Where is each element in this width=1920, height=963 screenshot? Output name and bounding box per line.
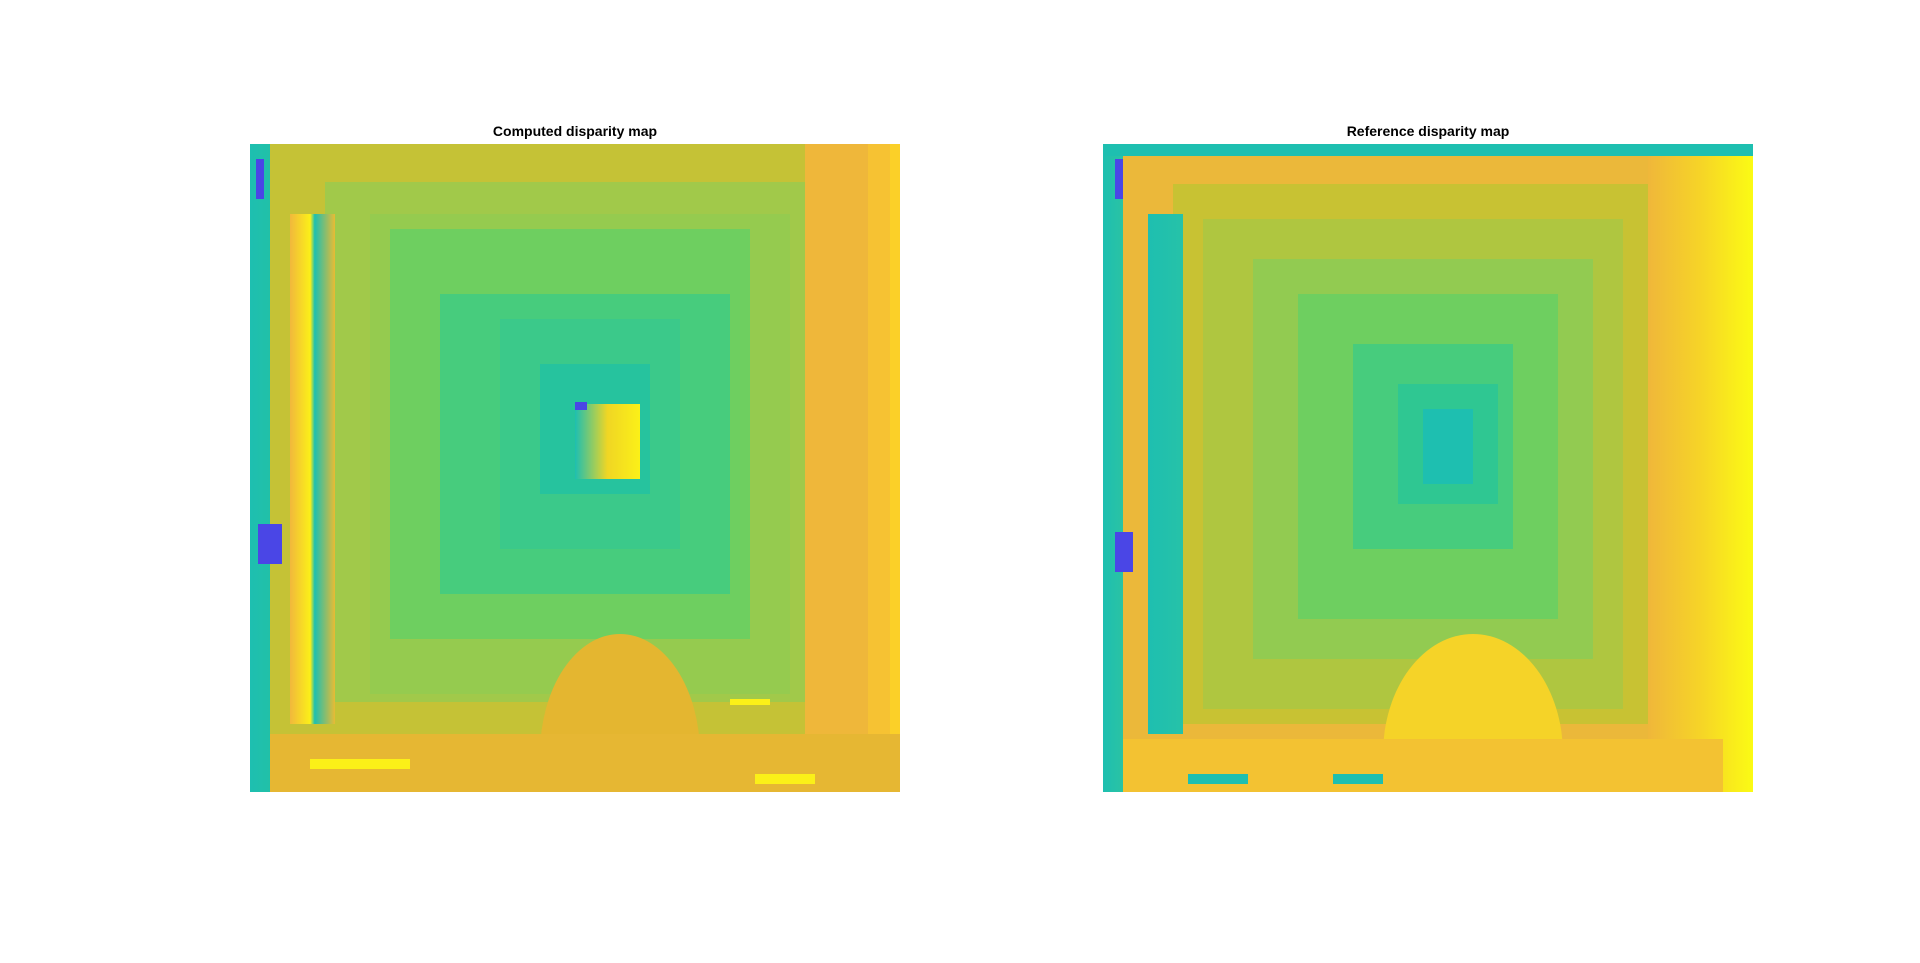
computed-disparity-map	[250, 144, 900, 792]
reference-disparity-map	[1103, 144, 1753, 792]
reference-disparity-title: Reference disparity map	[1346, 123, 1510, 139]
computed-disparity-title: Computed disparity map	[492, 123, 658, 139]
